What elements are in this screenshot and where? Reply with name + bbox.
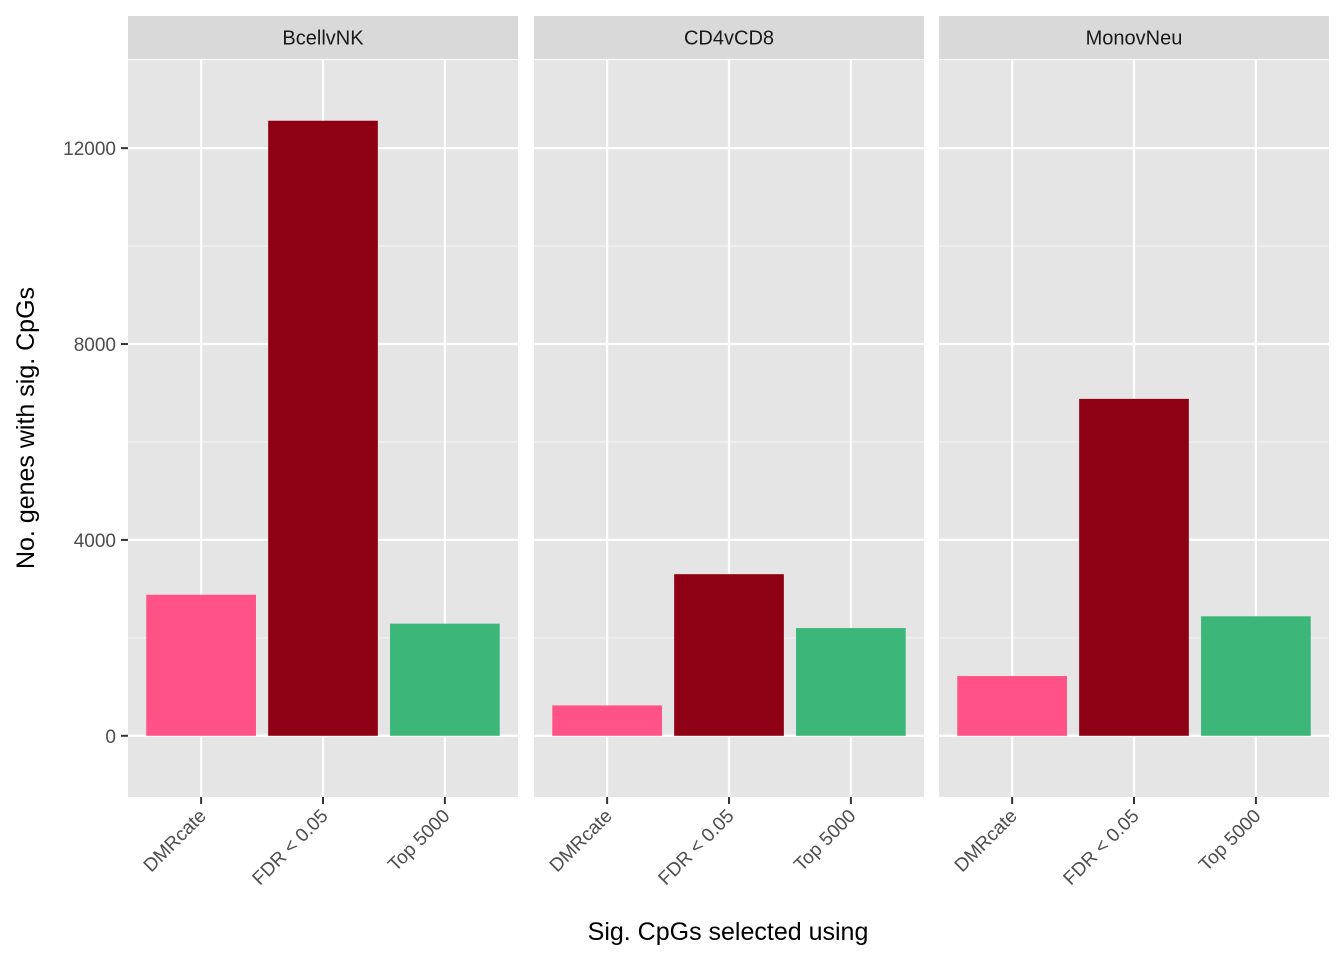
bar [390, 623, 500, 736]
facet-strip-label: CD4vCD8 [684, 28, 774, 50]
facet-panel: CD4vCD8 DMRcate FDR < 0.05 Top 5000 [534, 16, 924, 890]
bar [1201, 616, 1311, 736]
facet-strip [128, 16, 518, 59]
facet-strip [534, 16, 924, 59]
x-tick-label: Top 5000 [790, 806, 860, 876]
y-tick-label: 12000 [63, 139, 116, 160]
x-tick-label: DMRcate [140, 806, 211, 877]
y-axis: 0 4000 8000 12000 [63, 139, 128, 748]
bar [552, 705, 662, 736]
facet-strip-label: BcellvNK [282, 28, 364, 50]
x-tick-label: Top 5000 [384, 806, 454, 876]
bar [796, 628, 906, 736]
facet-panel: BcellvNK DMRcate FDR < 0.05 Top 5000 [128, 16, 518, 890]
facet-panel: MonovNeu DMRcate FDR < 0.05 Top 5000 [939, 16, 1329, 890]
x-tick-label: FDR < 0.05 [1060, 806, 1144, 890]
y-tick-label: 4000 [74, 531, 116, 552]
x-tick-label: FDR < 0.05 [249, 806, 333, 890]
bar [674, 574, 784, 736]
x-tick-label: DMRcate [951, 806, 1022, 877]
bar [268, 120, 378, 736]
x-axis-title: Sig. CpGs selected using [588, 918, 869, 946]
bar [146, 594, 256, 736]
x-tick-label: Top 5000 [1195, 806, 1265, 876]
bar [957, 676, 1067, 736]
y-tick-label: 8000 [74, 335, 116, 356]
x-tick-label: DMRcate [546, 806, 617, 877]
facet-strip-label: MonovNeu [1086, 28, 1183, 50]
bar [1079, 398, 1189, 736]
y-axis-title: No. genes with sig. CpGs [12, 287, 40, 569]
facet-strip [939, 16, 1329, 59]
y-tick-label: 0 [105, 727, 116, 748]
x-tick-label: FDR < 0.05 [655, 806, 739, 890]
